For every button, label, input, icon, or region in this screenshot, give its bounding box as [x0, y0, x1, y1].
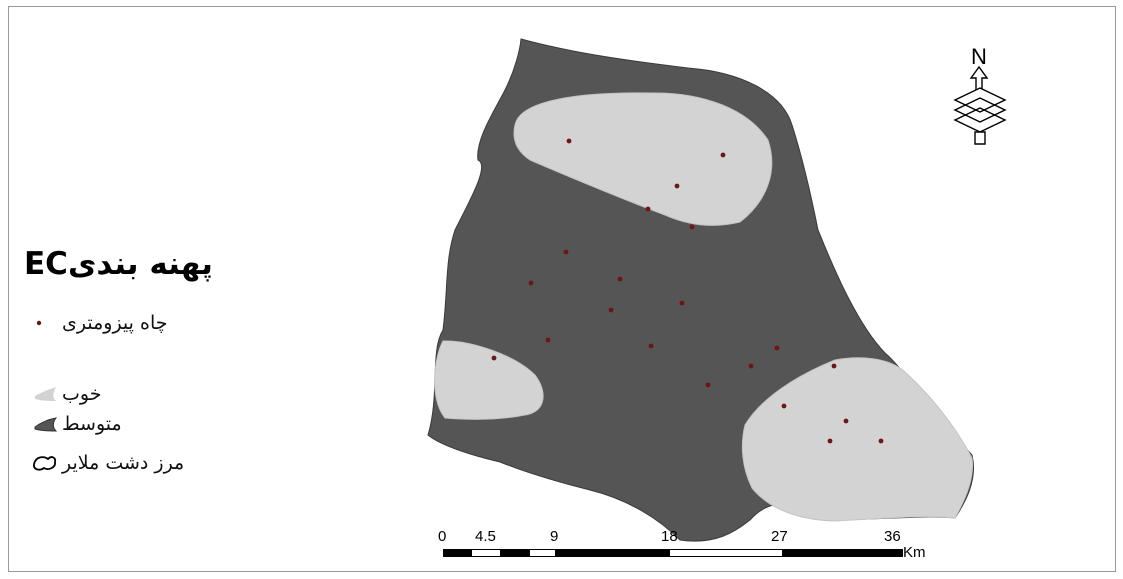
scale-bar-segment: [472, 550, 500, 556]
north-arrow: N: [953, 44, 1007, 145]
legend-item-label: خوب: [62, 383, 102, 405]
scale-tick-label: 27: [771, 528, 788, 545]
piezometric-well-marker: [831, 363, 837, 369]
legend-item-label: چاه پیزومتری: [62, 312, 168, 334]
zone-good-southeast: [741, 357, 974, 522]
piezometric-well-marker: [781, 403, 787, 409]
piezometric-well-marker: [774, 345, 780, 351]
piezometric-well-marker: [679, 300, 685, 306]
legend-well-icon: [36, 320, 42, 326]
legend-item-good: خوب: [62, 382, 101, 406]
piezometric-well-marker: [608, 307, 614, 313]
piezometric-well-marker: [617, 276, 623, 282]
scale-bar-segment: [530, 550, 555, 556]
legend-boundary-icon: [33, 456, 57, 471]
legend-item-label: مرز دشت ملایر: [62, 452, 185, 474]
north-arrow-stem-icon: [974, 131, 986, 145]
piezometric-well-marker: [674, 183, 680, 189]
scale-tick-label: 18: [661, 528, 678, 545]
legend-item-well: چاه پیزومتری: [62, 311, 167, 335]
piezometric-well-marker: [705, 382, 711, 388]
zone-good-west: [434, 340, 544, 420]
scale-tick-label: 4.5: [475, 528, 496, 545]
scale-tick-label: 9: [550, 528, 559, 545]
legend-item-boundary: مرز دشت ملایر: [62, 451, 184, 475]
piezometric-well-marker: [528, 280, 534, 286]
wells-layer: [491, 138, 884, 444]
piezometric-well-marker: [491, 355, 497, 361]
scale-tick-label: 36: [884, 528, 901, 545]
piezometric-well-marker: [545, 337, 551, 343]
scale-unit-label: Km: [903, 544, 926, 561]
legend-item-medium: متوسط: [62, 412, 122, 436]
piezometric-well-marker: [878, 438, 884, 444]
legend-item-label: متوسط: [62, 413, 122, 435]
piezometric-well-marker: [843, 418, 849, 424]
north-arrow-label: N: [971, 44, 987, 69]
scale-bar: [443, 549, 903, 557]
piezometric-well-marker: [689, 224, 695, 230]
scale-bar-segment: [670, 550, 782, 556]
piezometric-well-marker: [566, 138, 572, 144]
piezometric-well-marker: [648, 343, 654, 349]
piezometric-well-marker: [563, 249, 569, 255]
piezometric-well-marker: [645, 206, 651, 212]
legend-title: پهنه بندیEC: [24, 246, 213, 282]
north-arrow-base-icon: [953, 87, 1007, 133]
north-arrow-icon: [969, 65, 989, 91]
zone-good-north: [513, 92, 773, 226]
piezometric-well-marker: [748, 363, 754, 369]
legend-good-icon: [35, 387, 56, 401]
piezometric-well-marker: [827, 438, 833, 444]
legend-medium-icon: [34, 417, 58, 432]
scale-tick-label: 0: [438, 528, 447, 545]
piezometric-well-marker: [720, 152, 726, 158]
